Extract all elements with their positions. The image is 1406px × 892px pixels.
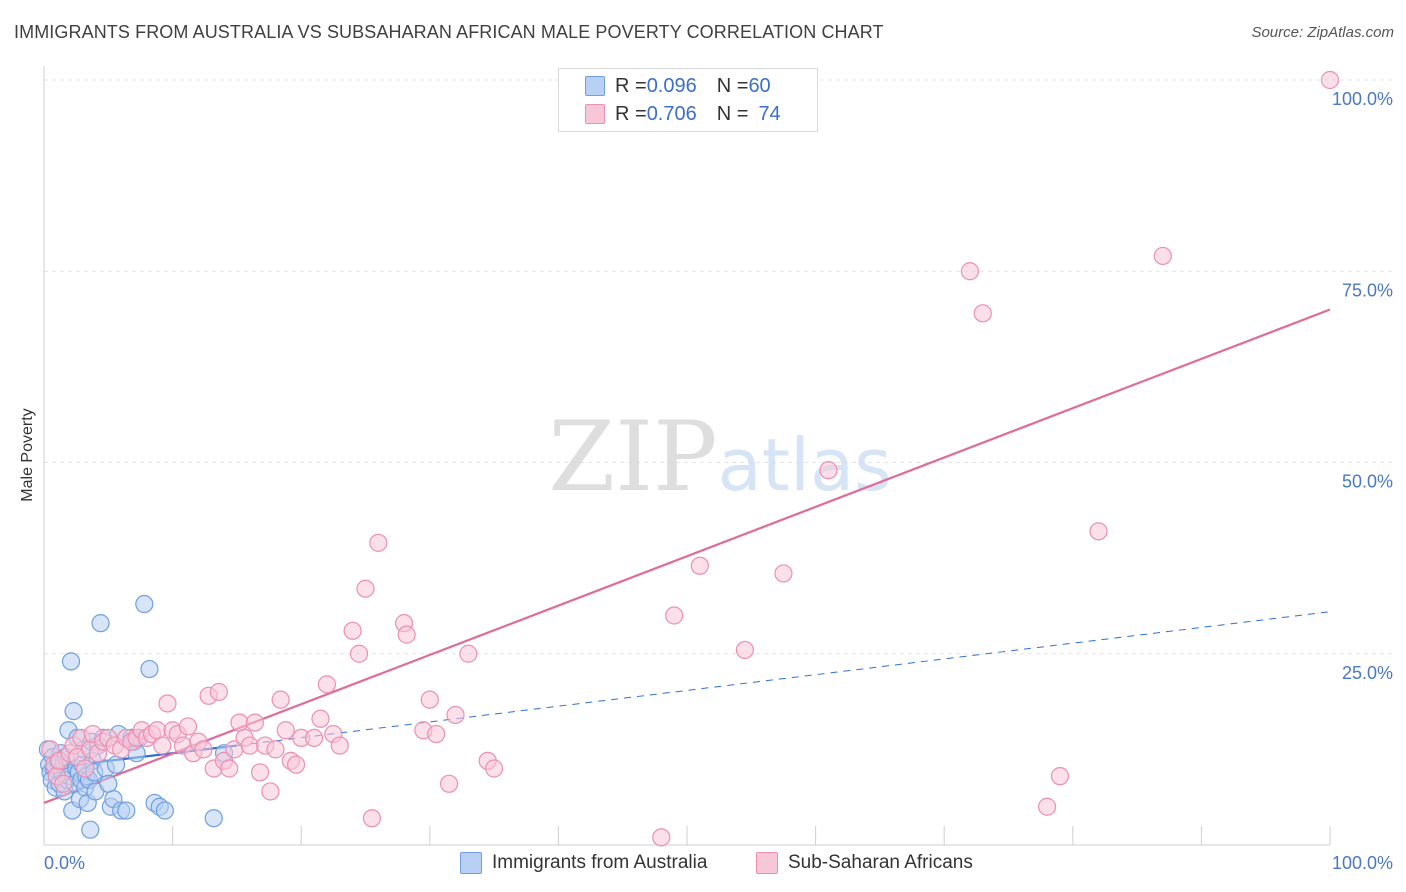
data-point — [1037, 797, 1057, 816]
data-point — [209, 682, 228, 702]
data-point — [446, 705, 465, 725]
watermark: ZIPatlas — [548, 401, 891, 513]
series-legend-australia: Immigrants from Australia — [460, 852, 707, 874]
data-point — [735, 640, 754, 660]
data-point — [439, 774, 459, 793]
data-point — [690, 556, 709, 575]
data-point — [349, 644, 369, 663]
legend-n-label: N = — [716, 102, 749, 125]
data-point — [311, 709, 330, 728]
data-point — [330, 736, 349, 755]
data-point — [54, 774, 73, 793]
y-tick-label: 25.0% — [1342, 663, 1393, 683]
data-point — [76, 759, 95, 778]
data-point — [356, 579, 375, 598]
data-point — [61, 652, 81, 671]
y-tick-label: 50.0% — [1342, 472, 1393, 492]
x-tick-label: 0.0% — [44, 853, 85, 873]
data-point — [343, 621, 362, 640]
data-point — [81, 820, 100, 839]
legend-n-value: 60 — [748, 74, 771, 97]
data-point — [99, 774, 118, 793]
data-point — [135, 594, 154, 614]
data-point — [117, 801, 136, 820]
data-point — [1153, 246, 1172, 266]
source-label: Source: ZipAtlas.com — [1251, 24, 1394, 41]
legend-r-value: 0.096 — [646, 74, 697, 97]
legend-swatch-australia — [585, 76, 605, 96]
data-point — [819, 461, 838, 480]
data-point — [153, 736, 172, 755]
data-point — [178, 717, 198, 736]
legend-r-label: R = — [615, 74, 647, 97]
data-point — [1089, 522, 1108, 541]
data-point — [194, 740, 213, 759]
legend-row-australia: R = 0.096 N = 60 — [585, 73, 771, 99]
series-legend-subsaharan: Sub-Saharan Africans — [756, 852, 973, 874]
data-point — [362, 809, 382, 828]
data-point — [245, 713, 265, 732]
data-point — [304, 728, 324, 748]
data-point — [276, 721, 295, 740]
series-legend: Immigrants from Australia Sub-Saharan Af… — [0, 852, 1406, 878]
series-swatch-subsaharan — [756, 852, 778, 874]
series-points-1 — [41, 70, 1340, 847]
data-point — [240, 736, 259, 755]
data-point — [774, 564, 793, 583]
watermark-atlas: atlas — [718, 423, 892, 507]
data-point — [652, 828, 671, 847]
data-point — [369, 533, 388, 552]
legend-n-value: 74 — [758, 102, 781, 125]
data-point — [271, 690, 290, 709]
data-point — [960, 262, 980, 281]
x-tick-label: 100.0% — [1332, 853, 1393, 873]
data-point — [64, 702, 83, 721]
data-point — [1050, 767, 1070, 786]
data-points — [38, 70, 1340, 847]
data-point — [204, 809, 223, 828]
grid — [44, 79, 1395, 655]
chart-title: IMMIGRANTS FROM AUSTRALIA VS SUBSAHARAN … — [14, 22, 884, 42]
legend-n-label: N = — [716, 74, 749, 97]
legend-swatch-subsaharan — [585, 104, 605, 124]
data-point — [459, 644, 478, 663]
data-point — [973, 304, 992, 323]
data-point — [1320, 70, 1340, 90]
data-point — [266, 740, 285, 759]
series-name-subsaharan: Sub-Saharan Africans — [788, 852, 973, 873]
data-point — [106, 755, 126, 774]
data-point — [261, 782, 280, 801]
data-point — [485, 759, 504, 778]
data-point — [148, 721, 167, 740]
data-point — [420, 690, 439, 709]
data-point — [155, 801, 174, 820]
data-point — [158, 694, 177, 713]
data-point — [91, 614, 110, 633]
y-tick-label: 75.0% — [1342, 280, 1393, 300]
legend-r-value: 0.706 — [646, 102, 697, 125]
data-point — [397, 625, 416, 644]
data-point — [317, 675, 337, 694]
data-point — [230, 713, 249, 732]
series-points-0 — [38, 594, 234, 839]
watermark-zip: ZIP — [548, 401, 717, 513]
axes — [43, 66, 1331, 846]
series-name-australia: Immigrants from Australia — [492, 852, 708, 873]
legend-r-label: R = — [615, 102, 647, 125]
data-point — [250, 763, 270, 782]
legend-row-subsaharan: R = 0.706 N = 74 — [585, 101, 781, 127]
data-point — [140, 659, 159, 679]
data-point — [220, 759, 239, 778]
data-point — [665, 606, 684, 625]
data-point — [286, 755, 306, 774]
series-swatch-australia — [460, 852, 482, 874]
y-tick-label: 100.0% — [1332, 89, 1393, 109]
legend: R = 0.096 N = 60 R = 0.706 N = 74 — [558, 68, 818, 132]
tick-labels: 25.0% 50.0% 75.0% 100.0% 0.0% 100.0% — [44, 89, 1393, 873]
data-point — [427, 724, 446, 744]
